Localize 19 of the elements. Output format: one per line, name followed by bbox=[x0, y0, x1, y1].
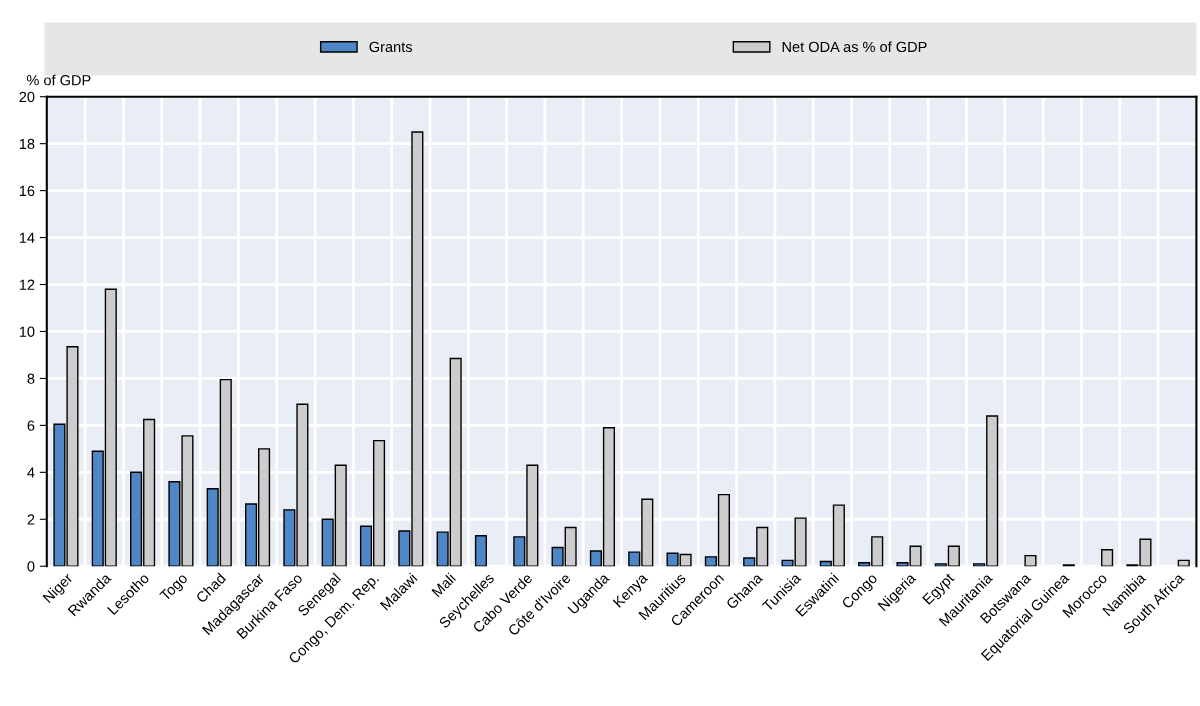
y-tick-label: 8 bbox=[27, 373, 35, 384]
y-tick-label: 6 bbox=[27, 420, 35, 431]
bar bbox=[1024, 554, 1037, 567]
y-tick-label: 4 bbox=[27, 467, 35, 478]
y-axis-title: % of GDP bbox=[26, 74, 91, 86]
bar bbox=[1177, 559, 1190, 567]
y-tick-label: 20 bbox=[19, 91, 35, 103]
bar bbox=[1101, 549, 1114, 567]
y-tick-label: 16 bbox=[19, 185, 35, 197]
y-tick-label: 2 bbox=[27, 514, 35, 525]
x-tick-label: Togo bbox=[159, 572, 191, 604]
y-tick-label: 14 bbox=[19, 232, 35, 243]
legend-label: Net ODA as % of GDP bbox=[782, 41, 927, 53]
y-tick-label: 10 bbox=[19, 326, 35, 337]
y-tick-label: 12 bbox=[19, 279, 35, 290]
bar bbox=[474, 535, 488, 567]
y-tick-label: 18 bbox=[19, 138, 35, 150]
legend-label: Grants bbox=[369, 41, 412, 53]
y-tick-label: 0 bbox=[27, 561, 35, 572]
